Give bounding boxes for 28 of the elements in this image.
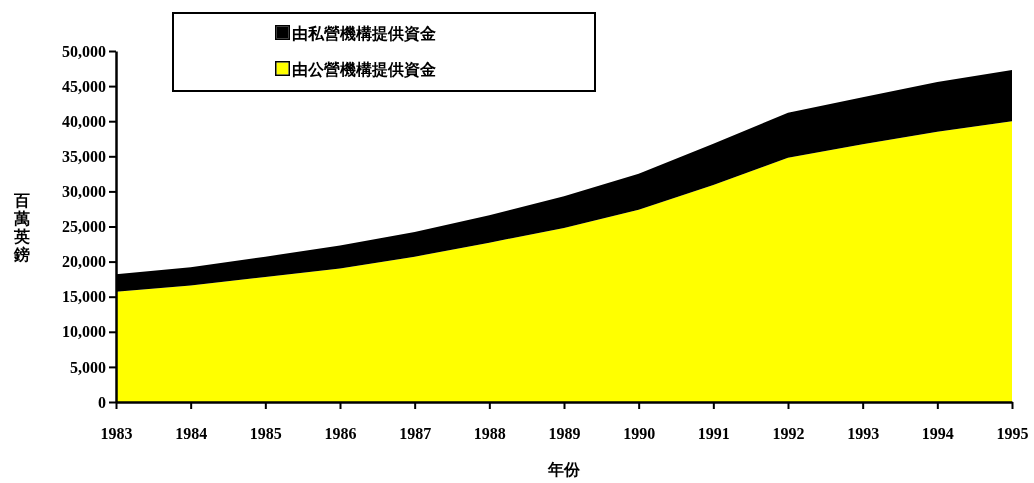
x-tick-label: 1986 — [324, 425, 357, 443]
x-tick-label: 1989 — [548, 425, 581, 443]
y-tick-label: 0 — [98, 393, 106, 411]
y-tick-label: 5,000 — [70, 358, 106, 376]
y-tick-label: 50,000 — [62, 42, 106, 60]
legend-label: 由私營機構提供資金 — [292, 25, 436, 43]
y-tick-label: 25,000 — [62, 218, 106, 236]
y-tick-label: 30,000 — [62, 183, 106, 201]
x-tick-label: 1987 — [399, 425, 432, 443]
x-tick-label: 1991 — [697, 425, 730, 443]
y-tick-label: 20,000 — [62, 253, 106, 271]
x-tick-label: 1993 — [847, 425, 880, 443]
x-tick-label: 1992 — [772, 425, 805, 443]
legend-label: 由公營機構提供資金 — [292, 61, 436, 79]
x-tick-label: 1994 — [921, 425, 954, 443]
x-tick-label: 1985 — [249, 425, 282, 443]
y-tick-label: 40,000 — [62, 112, 106, 130]
y-axis-title: 百萬英鎊 — [13, 191, 30, 263]
y-tick-label: 35,000 — [62, 147, 106, 165]
y-tick-label: 10,000 — [62, 323, 106, 341]
x-tick-label: 1995 — [996, 425, 1029, 443]
y-tick-label: 45,000 — [62, 77, 106, 95]
x-tick-label: 1983 — [100, 425, 133, 443]
x-tick-label: 1990 — [623, 425, 656, 443]
x-tick-label: 1984 — [175, 425, 208, 443]
x-axis-title: 年份 — [547, 461, 581, 478]
x-tick-label: 1988 — [473, 425, 506, 443]
y-tick-label: 15,000 — [62, 288, 106, 306]
